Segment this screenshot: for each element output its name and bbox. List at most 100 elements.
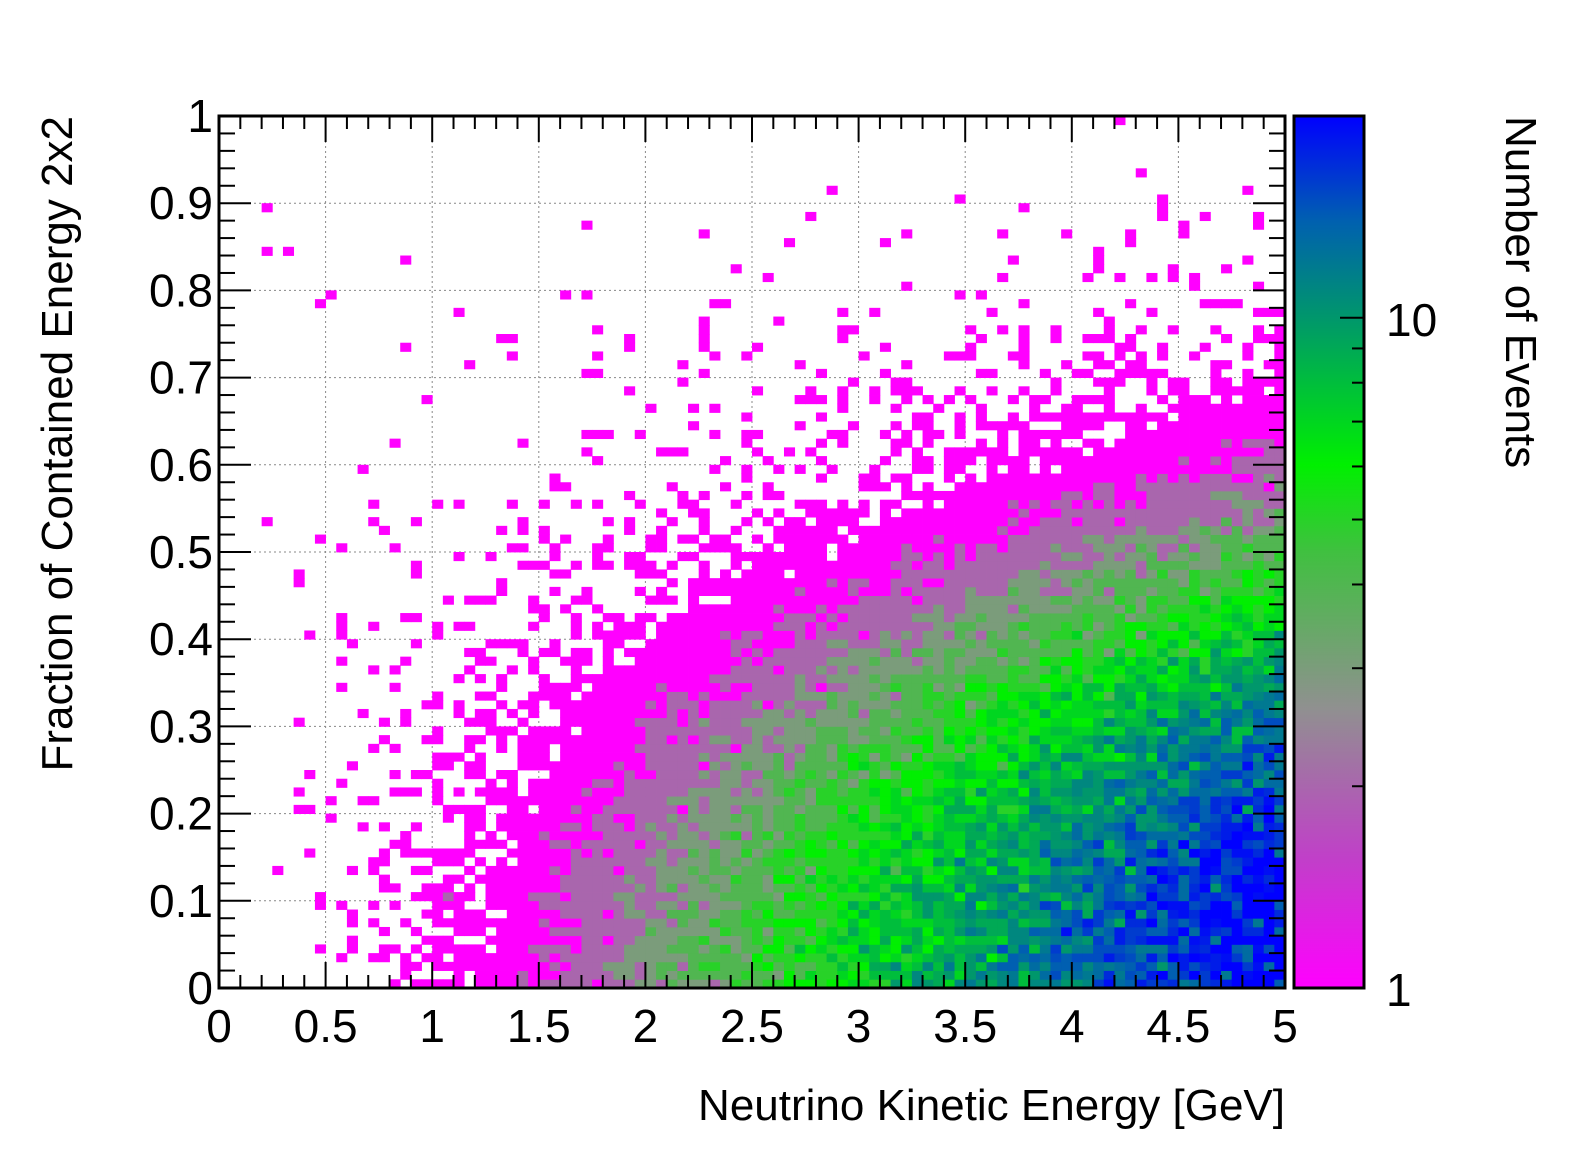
heatmap-cell <box>656 647 668 658</box>
heatmap-cell <box>762 961 774 971</box>
heatmap-cell <box>1157 595 1169 605</box>
heatmap-cell <box>794 883 806 893</box>
heatmap-cell <box>762 674 774 684</box>
heatmap-cell <box>506 708 518 719</box>
heatmap-cell <box>1210 926 1222 937</box>
heatmap-cell <box>1253 656 1265 666</box>
heatmap-cell <box>720 848 732 858</box>
heatmap-cell <box>1263 918 1275 928</box>
heatmap-cell <box>975 290 987 300</box>
heatmap-cell <box>602 429 614 440</box>
heatmap-cell <box>592 831 604 841</box>
heatmap-cell <box>933 883 945 893</box>
heatmap-cell <box>1125 839 1137 849</box>
heatmap-cell <box>1221 560 1233 570</box>
heatmap-cell <box>901 691 913 701</box>
heatmap-cell <box>1231 464 1243 474</box>
heatmap-cell <box>464 918 476 928</box>
heatmap-cell <box>1231 822 1243 832</box>
heatmap-cell <box>1146 839 1158 849</box>
heatmap-cell <box>858 953 870 963</box>
heatmap-cell <box>666 639 678 649</box>
heatmap-cell <box>474 674 486 684</box>
heatmap-cell <box>837 892 849 902</box>
heatmap-cell <box>1093 848 1105 858</box>
heatmap-cell <box>986 979 998 989</box>
heatmap-cell <box>783 639 796 649</box>
heatmap-cell <box>1125 604 1137 614</box>
heatmap-cell <box>1167 665 1179 675</box>
heatmap-cell <box>1221 961 1233 971</box>
heatmap-cell <box>1093 935 1105 945</box>
heatmap-cell <box>709 979 721 989</box>
heatmap-cell <box>1039 665 1051 675</box>
heatmap-cell <box>1221 508 1233 518</box>
heatmap-cell <box>1135 508 1147 518</box>
heatmap-cell <box>421 865 433 876</box>
heatmap-cell <box>1114 691 1126 701</box>
heatmap-cell <box>688 770 700 780</box>
heatmap-cell <box>847 595 859 605</box>
heatmap-cell <box>1157 464 1169 474</box>
heatmap-cell <box>943 813 955 823</box>
heatmap-cell <box>1242 552 1254 562</box>
heatmap-cell <box>1274 395 1286 405</box>
heatmap-cell <box>1061 534 1073 544</box>
heatmap-cell <box>1135 900 1147 910</box>
heatmap-cell <box>720 796 732 806</box>
heatmap-cell <box>975 334 987 344</box>
heatmap-cell <box>720 604 732 614</box>
heatmap-cell <box>677 360 689 370</box>
heatmap-cell <box>1071 778 1083 788</box>
heatmap-cell <box>1018 717 1030 727</box>
heatmap-cell <box>560 735 572 745</box>
heatmap-cell <box>815 621 828 631</box>
heatmap-cell <box>1167 935 1179 945</box>
heatmap-cell <box>858 752 870 762</box>
y-tick-label: 0.2 <box>149 788 213 840</box>
heatmap-cell <box>560 682 572 692</box>
heatmap-cell <box>858 604 870 614</box>
heatmap-cell <box>1029 735 1041 745</box>
heatmap-cell <box>933 490 945 501</box>
heatmap-cell <box>783 586 796 596</box>
heatmap-cell <box>496 953 508 963</box>
heatmap-cell <box>1050 691 1062 701</box>
heatmap-cell <box>1263 552 1275 562</box>
heatmap-cell <box>1274 490 1286 501</box>
heatmap-cell <box>847 674 859 684</box>
heatmap-cell <box>805 770 817 780</box>
heatmap-cell <box>815 456 828 466</box>
heatmap-cell <box>1221 900 1233 910</box>
heatmap-cell <box>1029 804 1041 814</box>
heatmap-cell <box>656 918 668 928</box>
heatmap-cell <box>1157 613 1169 623</box>
heatmap-cell <box>1103 639 1115 649</box>
heatmap-cell <box>890 586 902 596</box>
heatmap-cell <box>570 813 582 823</box>
heatmap-cell <box>602 665 614 675</box>
heatmap-cell <box>1050 717 1062 727</box>
heatmap-cell <box>624 961 636 971</box>
heatmap-cell <box>1253 796 1265 806</box>
heatmap-cell <box>975 900 987 910</box>
heatmap-cell <box>1082 700 1094 710</box>
heatmap-cell <box>933 403 945 413</box>
heatmap-cell <box>837 700 849 710</box>
heatmap-cell <box>1007 961 1019 971</box>
heatmap-cell <box>986 892 998 902</box>
heatmap-cell <box>538 926 550 937</box>
heatmap-cell <box>613 613 625 623</box>
heatmap-cell <box>1039 726 1051 736</box>
heatmap-cell <box>1039 909 1051 919</box>
heatmap-cell <box>1274 429 1286 440</box>
heatmap-cell <box>911 621 923 631</box>
heatmap-cell <box>954 647 966 658</box>
heatmap-cell <box>581 595 593 605</box>
heatmap-cell <box>677 639 689 649</box>
heatmap-cell <box>858 874 870 884</box>
heatmap-cell <box>730 700 742 710</box>
heatmap-cell <box>581 787 593 797</box>
heatmap-cell <box>464 865 476 876</box>
heatmap-cell <box>1146 909 1158 919</box>
